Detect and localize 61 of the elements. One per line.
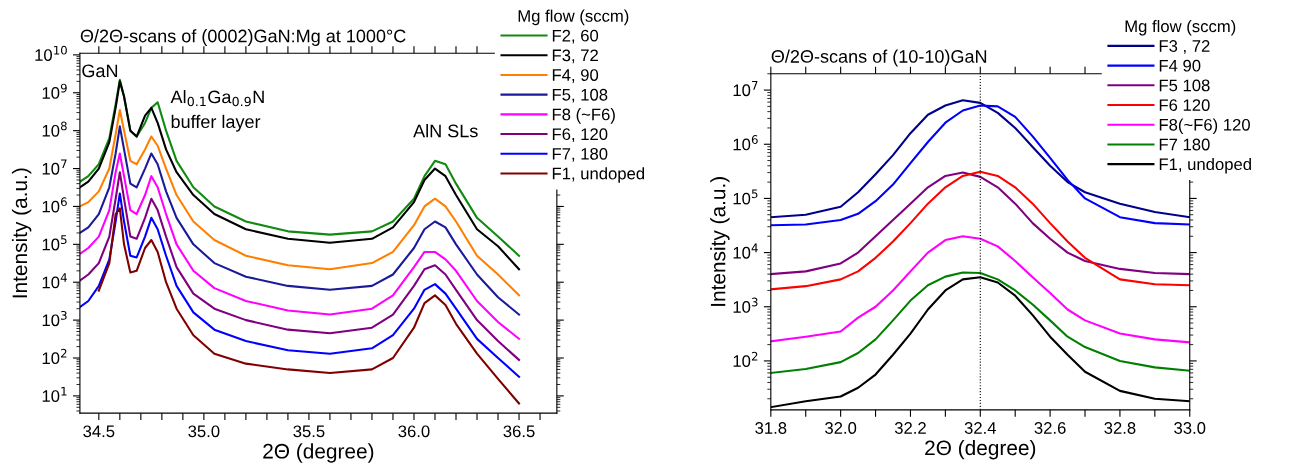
y-axis-title: Intensity (a.u.) [710, 177, 730, 306]
y-tick-label: 10$^{4}$ [42, 273, 67, 289]
x-tick-label: 32.0 [825, 422, 857, 434]
annotation: AlN SLs [413, 124, 478, 138]
x-tick-label: 34.5 [83, 425, 115, 438]
x-axis-title: 2Θ (degree) [925, 439, 1036, 460]
chart-title: Θ/2Θ-scans of (0002)GaN:Mg at 1000°C [80, 29, 406, 46]
y-tick-label: 10$^{8}$ [42, 121, 67, 137]
legend-label: F4, 90 [552, 69, 599, 83]
y-tick-label: 10$^{7}$ [733, 81, 758, 97]
legend-title: Mg flow (sccm) [518, 9, 629, 26]
y-tick-label: 10$^{9}$ [42, 83, 67, 99]
line-series [97, 207, 521, 405]
legend-label: F2, 60 [552, 29, 599, 44]
y-tick-label: 10$^{2}$ [733, 351, 758, 367]
legend-label: F3, 72 [552, 49, 598, 64]
x-tick-label: 33.0 [1174, 422, 1206, 434]
legend-label: F3 , 72 [1159, 40, 1210, 54]
annotation: GaN [82, 64, 118, 78]
legend-label: F8(~F6) 120 [1159, 118, 1250, 134]
legend-label: F5 108 [1159, 79, 1210, 92]
x-tick-label: 36.0 [398, 425, 430, 438]
x-tick-label: 31.8 [755, 422, 787, 434]
annotation: Al$_{0.1}$Ga$_{0.9}$N buffer layer [170, 90, 264, 132]
x-tick-label: 32.6 [1034, 422, 1066, 434]
line-series [79, 152, 521, 340]
y-tick-label: 10$^{3}$ [733, 297, 758, 313]
y-tick-label: 10$^{5}$ [42, 235, 67, 251]
line-series [770, 235, 1190, 344]
y-tick-label: 10$^{7}$ [42, 159, 67, 175]
legend-label: F1, undoped [1159, 157, 1251, 174]
legend-label: F4 90 [1159, 59, 1201, 72]
y-tick-label: 10$^{1}$ [42, 386, 67, 402]
legend-label: F1, undoped [552, 167, 645, 183]
legend-label: F5, 108 [552, 88, 608, 103]
x-tick-label: 35.5 [293, 425, 325, 438]
x-tick-label: 32.8 [1104, 422, 1136, 434]
x-axis-title: 2Θ (degree) [263, 443, 374, 463]
line-series [79, 171, 521, 361]
legend-label: F7, 180 [552, 147, 608, 162]
line-series [770, 271, 1190, 374]
legend-title: Mg flow (sccm) [1125, 19, 1236, 36]
legend-label: F6 120 [1159, 99, 1210, 112]
y-tick-label: 10$^{6}$ [42, 197, 67, 213]
y-tick-label: 10$^{10}$ [35, 45, 67, 61]
x-tick-label: 32.2 [894, 422, 926, 434]
y-tick-label: 10$^{4}$ [733, 243, 758, 259]
y-tick-label: 10$^{3}$ [42, 310, 67, 327]
chart-title: Θ/2Θ-scans of (10-10)GaN [771, 49, 987, 67]
line-series [79, 109, 521, 297]
y-tick-label: 10$^{2}$ [42, 348, 67, 365]
y-axis-title: Intensity (a.u.) [11, 168, 32, 298]
y-tick-label: 10$^{5}$ [733, 189, 758, 205]
legend-label: F7 180 [1159, 138, 1210, 151]
line-series [79, 192, 521, 378]
legend-label: F6, 120 [552, 128, 608, 143]
x-tick-label: 32.4 [964, 422, 997, 434]
legend-label: F8 (~F6) [552, 108, 615, 124]
y-tick-label: 10$^{6}$ [733, 135, 758, 151]
x-tick-label: 36.5 [503, 425, 535, 438]
x-tick-label: 35.0 [188, 425, 220, 438]
